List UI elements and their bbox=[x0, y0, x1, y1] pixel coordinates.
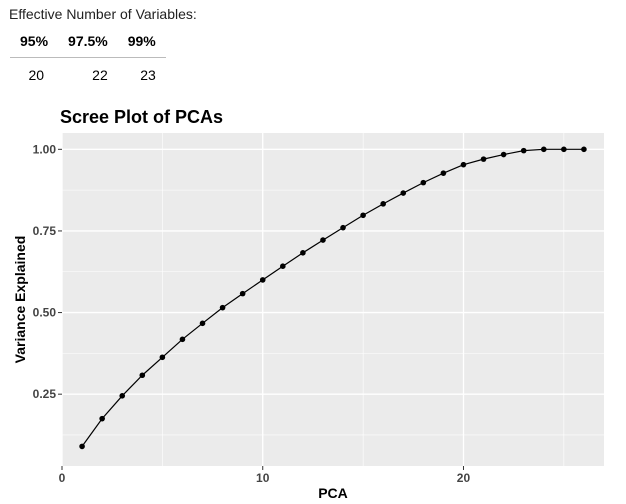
x-tick-label: 10 bbox=[256, 471, 270, 485]
data-point bbox=[239, 290, 246, 297]
header-97-5: 97.5% bbox=[58, 29, 118, 58]
data-point bbox=[460, 161, 467, 168]
chart-title: Scree Plot of PCAs bbox=[60, 107, 224, 127]
data-point bbox=[99, 415, 105, 422]
data-points bbox=[79, 146, 587, 450]
x-tick-label: 0 bbox=[59, 471, 66, 485]
value-99: 23 bbox=[140, 67, 156, 83]
data-point bbox=[520, 147, 527, 154]
value-97-5: 22 bbox=[92, 67, 108, 83]
data-point bbox=[320, 237, 326, 243]
x-tick-label: 20 bbox=[457, 471, 471, 485]
data-point bbox=[340, 224, 346, 231]
header-99: 99% bbox=[117, 29, 166, 58]
data-point bbox=[540, 146, 547, 153]
data-point bbox=[420, 179, 427, 186]
data-point bbox=[139, 372, 146, 379]
plot-panel bbox=[62, 133, 604, 466]
x-axis-title: PCA bbox=[318, 485, 348, 501]
data-point bbox=[480, 156, 487, 162]
data-point bbox=[119, 393, 126, 399]
grid-lines bbox=[61, 133, 604, 466]
data-point bbox=[380, 201, 386, 207]
header-95: 95% bbox=[10, 29, 59, 58]
data-point bbox=[300, 250, 306, 256]
axis-ticks: 0 10 20 0.25 0.50 0.75 1.00 bbox=[33, 142, 471, 485]
data-point bbox=[259, 277, 266, 283]
data-point bbox=[440, 170, 447, 176]
data-point bbox=[159, 354, 166, 361]
data-point bbox=[581, 146, 587, 153]
data-point bbox=[219, 304, 226, 311]
data-point bbox=[280, 263, 286, 270]
y-tick-label: 1.00 bbox=[33, 142, 57, 156]
y-axis-title: Variance Explained bbox=[12, 236, 28, 364]
table-header-row: 95% 97.5% 99% bbox=[10, 29, 166, 58]
data-point bbox=[360, 212, 366, 219]
data-point bbox=[179, 336, 186, 343]
y-tick-label: 0.25 bbox=[33, 387, 57, 401]
data-point bbox=[199, 320, 206, 327]
value-95: 20 bbox=[28, 67, 45, 83]
table-row: 20 22 23 bbox=[10, 58, 166, 88]
data-point bbox=[561, 146, 567, 153]
variance-line bbox=[81, 148, 584, 447]
y-tick-label: 0.75 bbox=[33, 224, 57, 238]
y-tick-label: 0.50 bbox=[33, 306, 57, 320]
data-point bbox=[500, 151, 507, 158]
data-point bbox=[79, 443, 85, 450]
effective-variables-table: 95% 97.5% 99% 20 22 23 bbox=[10, 29, 166, 87]
data-point bbox=[400, 190, 407, 196]
effective-variables-caption: Effective Number of Variables: bbox=[9, 6, 197, 22]
